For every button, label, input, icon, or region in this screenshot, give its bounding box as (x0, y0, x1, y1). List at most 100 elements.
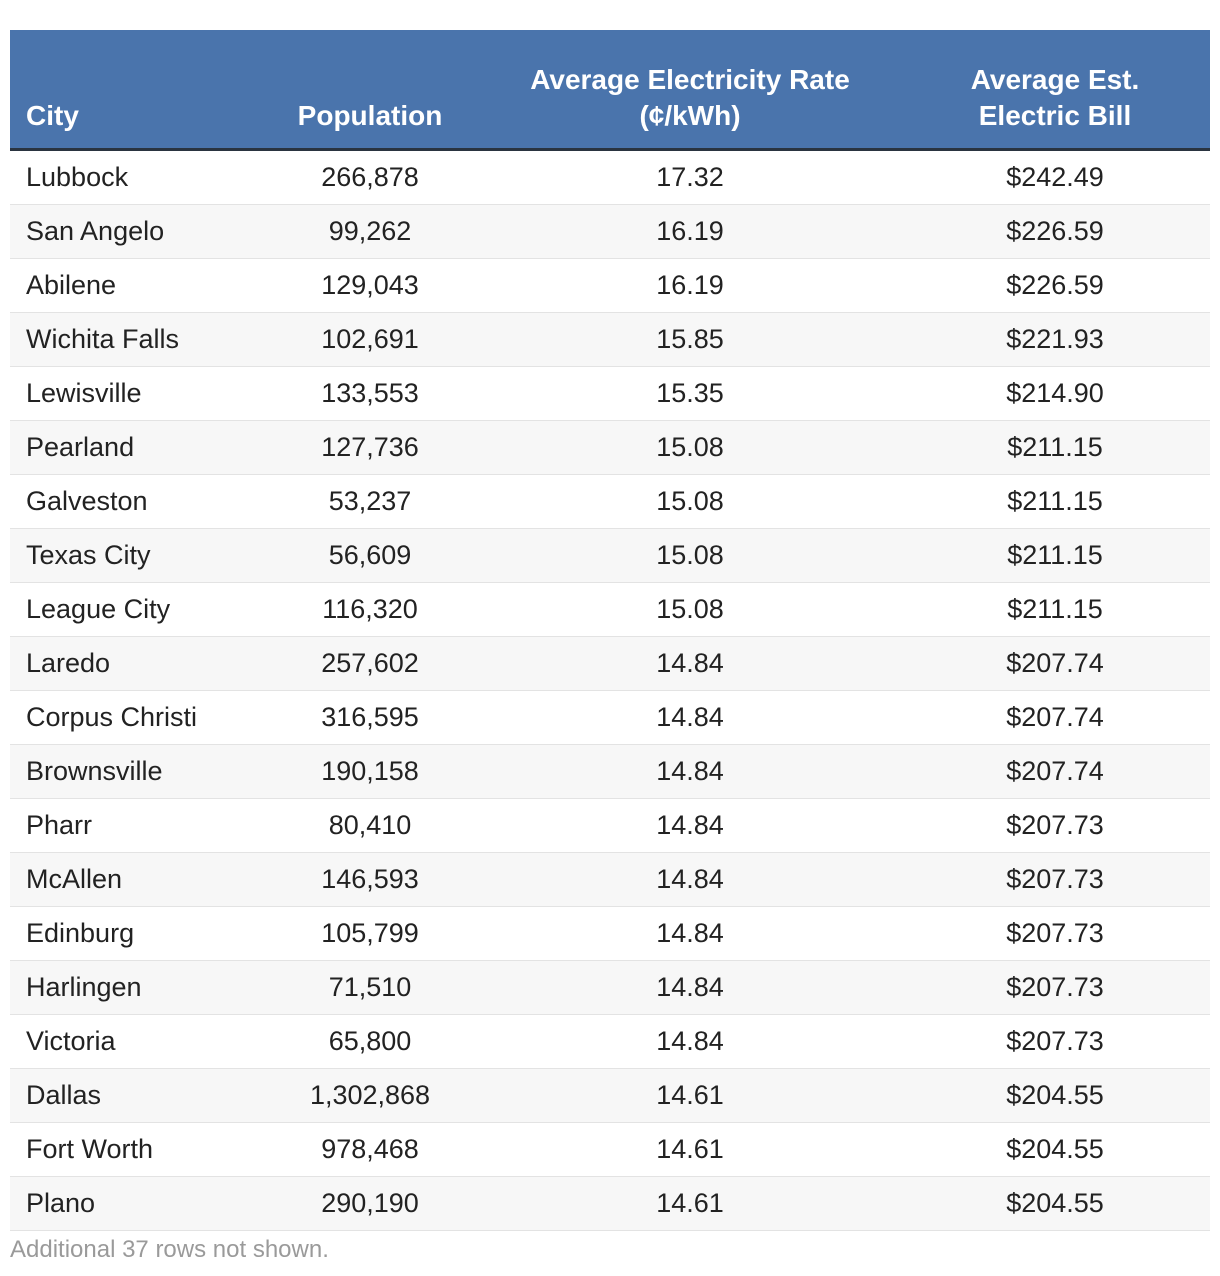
cell-electric-bill: $204.55 (900, 1122, 1210, 1177)
header-electricity-rate[interactable]: Average Electricity Rate (¢/kWh) (480, 30, 900, 151)
cell-electricity-rate: 14.61 (480, 1176, 900, 1231)
table-row: League City 116,320 15.08 $211.15 (10, 582, 1210, 637)
table-row: Texas City 56,609 15.08 $211.15 (10, 528, 1210, 583)
cell-population: 146,593 (260, 852, 480, 907)
cell-population: 133,553 (260, 366, 480, 421)
table-row: Corpus Christi 316,595 14.84 $207.74 (10, 690, 1210, 745)
cell-electric-bill: $226.59 (900, 204, 1210, 259)
cell-population: 56,609 (260, 528, 480, 583)
cell-city: Victoria (10, 1014, 260, 1069)
cell-electricity-rate: 15.08 (480, 420, 900, 475)
cell-city: Laredo (10, 636, 260, 691)
footnote-rows-not-shown: Additional 37 rows not shown. (10, 1236, 329, 1263)
cell-electricity-rate: 14.61 (480, 1068, 900, 1123)
cell-city: Corpus Christi (10, 690, 260, 745)
cell-electric-bill: $207.74 (900, 744, 1210, 799)
cell-electricity-rate: 14.84 (480, 1014, 900, 1069)
cell-city: Wichita Falls (10, 312, 260, 367)
table-row: Edinburg 105,799 14.84 $207.73 (10, 906, 1210, 961)
cell-population: 266,878 (260, 149, 480, 205)
table-row: Lewisville 133,553 15.35 $214.90 (10, 366, 1210, 421)
cell-electric-bill: $242.49 (900, 149, 1210, 205)
cell-electricity-rate: 14.84 (480, 906, 900, 961)
table-row: Fort Worth 978,468 14.61 $204.55 (10, 1122, 1210, 1177)
header-population[interactable]: Population (260, 30, 480, 151)
table-row: San Angelo 99,262 16.19 $226.59 (10, 204, 1210, 259)
cell-electricity-rate: 14.84 (480, 744, 900, 799)
cell-electricity-rate: 14.84 (480, 636, 900, 691)
cell-city: McAllen (10, 852, 260, 907)
cell-electricity-rate: 15.08 (480, 474, 900, 529)
cell-electric-bill: $204.55 (900, 1176, 1210, 1231)
cell-population: 80,410 (260, 798, 480, 853)
cell-electricity-rate: 15.35 (480, 366, 900, 421)
cell-population: 65,800 (260, 1014, 480, 1069)
header-electric-bill-line2: Electric Bill (978, 100, 1132, 131)
cell-electric-bill: $214.90 (900, 366, 1210, 421)
cell-electric-bill: $204.55 (900, 1068, 1210, 1123)
cell-electricity-rate: 16.19 (480, 258, 900, 313)
cell-electricity-rate: 17.32 (480, 149, 900, 205)
cell-electric-bill: $211.15 (900, 420, 1210, 475)
cell-city: Abilene (10, 258, 260, 313)
header-electricity-rate-line2: (¢/kWh) (639, 100, 741, 131)
cell-electricity-rate: 14.84 (480, 798, 900, 853)
cell-city: Dallas (10, 1068, 260, 1123)
cell-electric-bill: $226.59 (900, 258, 1210, 313)
cell-electricity-rate: 14.84 (480, 690, 900, 745)
cell-city: Fort Worth (10, 1122, 260, 1177)
cell-city: League City (10, 582, 260, 637)
cell-city: Pearland (10, 420, 260, 475)
cell-electric-bill: $207.73 (900, 852, 1210, 907)
header-row: City Population Average Electricity Rate… (10, 30, 1210, 151)
cell-electric-bill: $207.74 (900, 690, 1210, 745)
table-row: Pharr 80,410 14.84 $207.73 (10, 798, 1210, 853)
cell-population: 102,691 (260, 312, 480, 367)
table-row: Brownsville 190,158 14.84 $207.74 (10, 744, 1210, 799)
header-city[interactable]: City (10, 30, 260, 151)
cell-electricity-rate: 14.61 (480, 1122, 900, 1177)
cell-electricity-rate: 14.84 (480, 852, 900, 907)
cell-population: 978,468 (260, 1122, 480, 1177)
cell-city: Pharr (10, 798, 260, 853)
cell-electricity-rate: 16.19 (480, 204, 900, 259)
table-row: Galveston 53,237 15.08 $211.15 (10, 474, 1210, 529)
cell-city: Plano (10, 1176, 260, 1231)
table-body: Lubbock 266,878 17.32 $242.49 San Angelo 99,2… (10, 149, 1210, 1231)
data-table-container: City Population Average Electricity Rate… (10, 30, 1210, 1231)
table-row: Victoria 65,800 14.84 $207.73 (10, 1014, 1210, 1069)
cell-city: Galveston (10, 474, 260, 529)
table-row: Lubbock 266,878 17.32 $242.49 (10, 149, 1210, 205)
table-row: Wichita Falls 102,691 15.85 $221.93 (10, 312, 1210, 367)
table-row: Dallas 1,302,868 14.61 $204.55 (10, 1068, 1210, 1123)
cell-population: 99,262 (260, 204, 480, 259)
cell-city: San Angelo (10, 204, 260, 259)
cell-population: 257,602 (260, 636, 480, 691)
header-electric-bill[interactable]: Average Est. Electric Bill (900, 30, 1210, 151)
cell-city: Lewisville (10, 366, 260, 421)
cell-electric-bill: $211.15 (900, 474, 1210, 529)
table-row: Laredo 257,602 14.84 $207.74 (10, 636, 1210, 691)
table-row: McAllen 146,593 14.84 $207.73 (10, 852, 1210, 907)
cell-population: 116,320 (260, 582, 480, 637)
table-row: Plano 290,190 14.61 $204.55 (10, 1176, 1210, 1231)
cell-city: Edinburg (10, 906, 260, 961)
table-row: Abilene 129,043 16.19 $226.59 (10, 258, 1210, 313)
cell-city: Texas City (10, 528, 260, 583)
cell-city: Brownsville (10, 744, 260, 799)
electricity-rates-table: City Population Average Electricity Rate… (10, 30, 1210, 1231)
cell-electricity-rate: 15.08 (480, 528, 900, 583)
cell-electric-bill: $211.15 (900, 582, 1210, 637)
cell-electric-bill: $207.73 (900, 960, 1210, 1015)
cell-population: 190,158 (260, 744, 480, 799)
header-electric-bill-line1: Average Est. (970, 64, 1140, 95)
cell-electricity-rate: 15.08 (480, 582, 900, 637)
cell-population: 127,736 (260, 420, 480, 475)
cell-city: Lubbock (10, 149, 260, 205)
cell-city: Harlingen (10, 960, 260, 1015)
cell-electricity-rate: 14.84 (480, 960, 900, 1015)
header-electricity-rate-line1: Average Electricity Rate (530, 64, 850, 95)
cell-electric-bill: $211.15 (900, 528, 1210, 583)
cell-population: 129,043 (260, 258, 480, 313)
cell-electric-bill: $221.93 (900, 312, 1210, 367)
